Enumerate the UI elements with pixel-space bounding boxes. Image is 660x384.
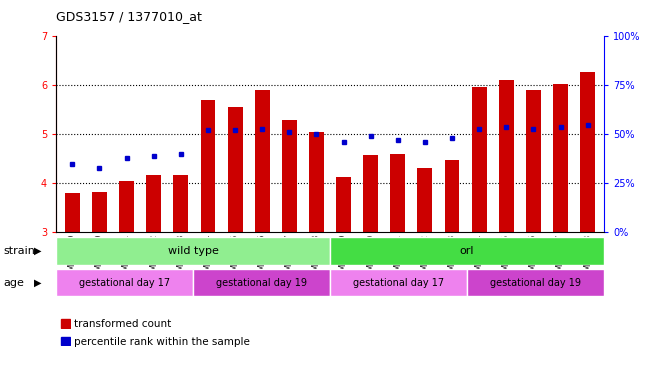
Bar	[330, 237, 604, 265]
Bar	[61, 337, 70, 345]
Bar	[193, 269, 330, 296]
Bar	[363, 155, 378, 232]
Text: gestational day 19: gestational day 19	[216, 278, 307, 288]
Bar	[282, 120, 297, 232]
Bar	[228, 108, 242, 232]
Bar	[336, 177, 351, 232]
Bar	[65, 193, 80, 232]
Bar	[174, 175, 188, 232]
Text: wild type: wild type	[168, 246, 218, 256]
Bar	[526, 90, 541, 232]
Text: transformed count: transformed count	[74, 319, 171, 329]
Text: strain: strain	[3, 246, 35, 256]
Bar	[147, 175, 161, 232]
Text: age: age	[3, 278, 24, 288]
Bar	[580, 72, 595, 232]
Text: gestational day 17: gestational day 17	[353, 278, 444, 288]
Bar	[467, 269, 604, 296]
Bar	[418, 168, 432, 232]
Bar	[61, 319, 70, 328]
Bar	[445, 161, 459, 232]
Bar	[499, 79, 513, 232]
Text: ▶: ▶	[34, 278, 42, 288]
Bar	[330, 269, 467, 296]
Text: percentile rank within the sample: percentile rank within the sample	[74, 337, 249, 347]
Bar	[553, 84, 568, 232]
Bar	[119, 181, 134, 232]
Text: orl: orl	[460, 246, 474, 256]
Bar	[201, 100, 215, 232]
Text: GDS3157 / 1377010_at: GDS3157 / 1377010_at	[56, 10, 202, 23]
Bar	[390, 154, 405, 232]
Bar	[56, 269, 193, 296]
Bar	[309, 132, 324, 232]
Text: gestational day 17: gestational day 17	[79, 278, 170, 288]
Text: gestational day 19: gestational day 19	[490, 278, 581, 288]
Bar	[56, 237, 330, 265]
Text: ▶: ▶	[34, 246, 42, 256]
Bar	[472, 87, 486, 232]
Bar	[92, 192, 107, 232]
Bar	[255, 90, 270, 232]
